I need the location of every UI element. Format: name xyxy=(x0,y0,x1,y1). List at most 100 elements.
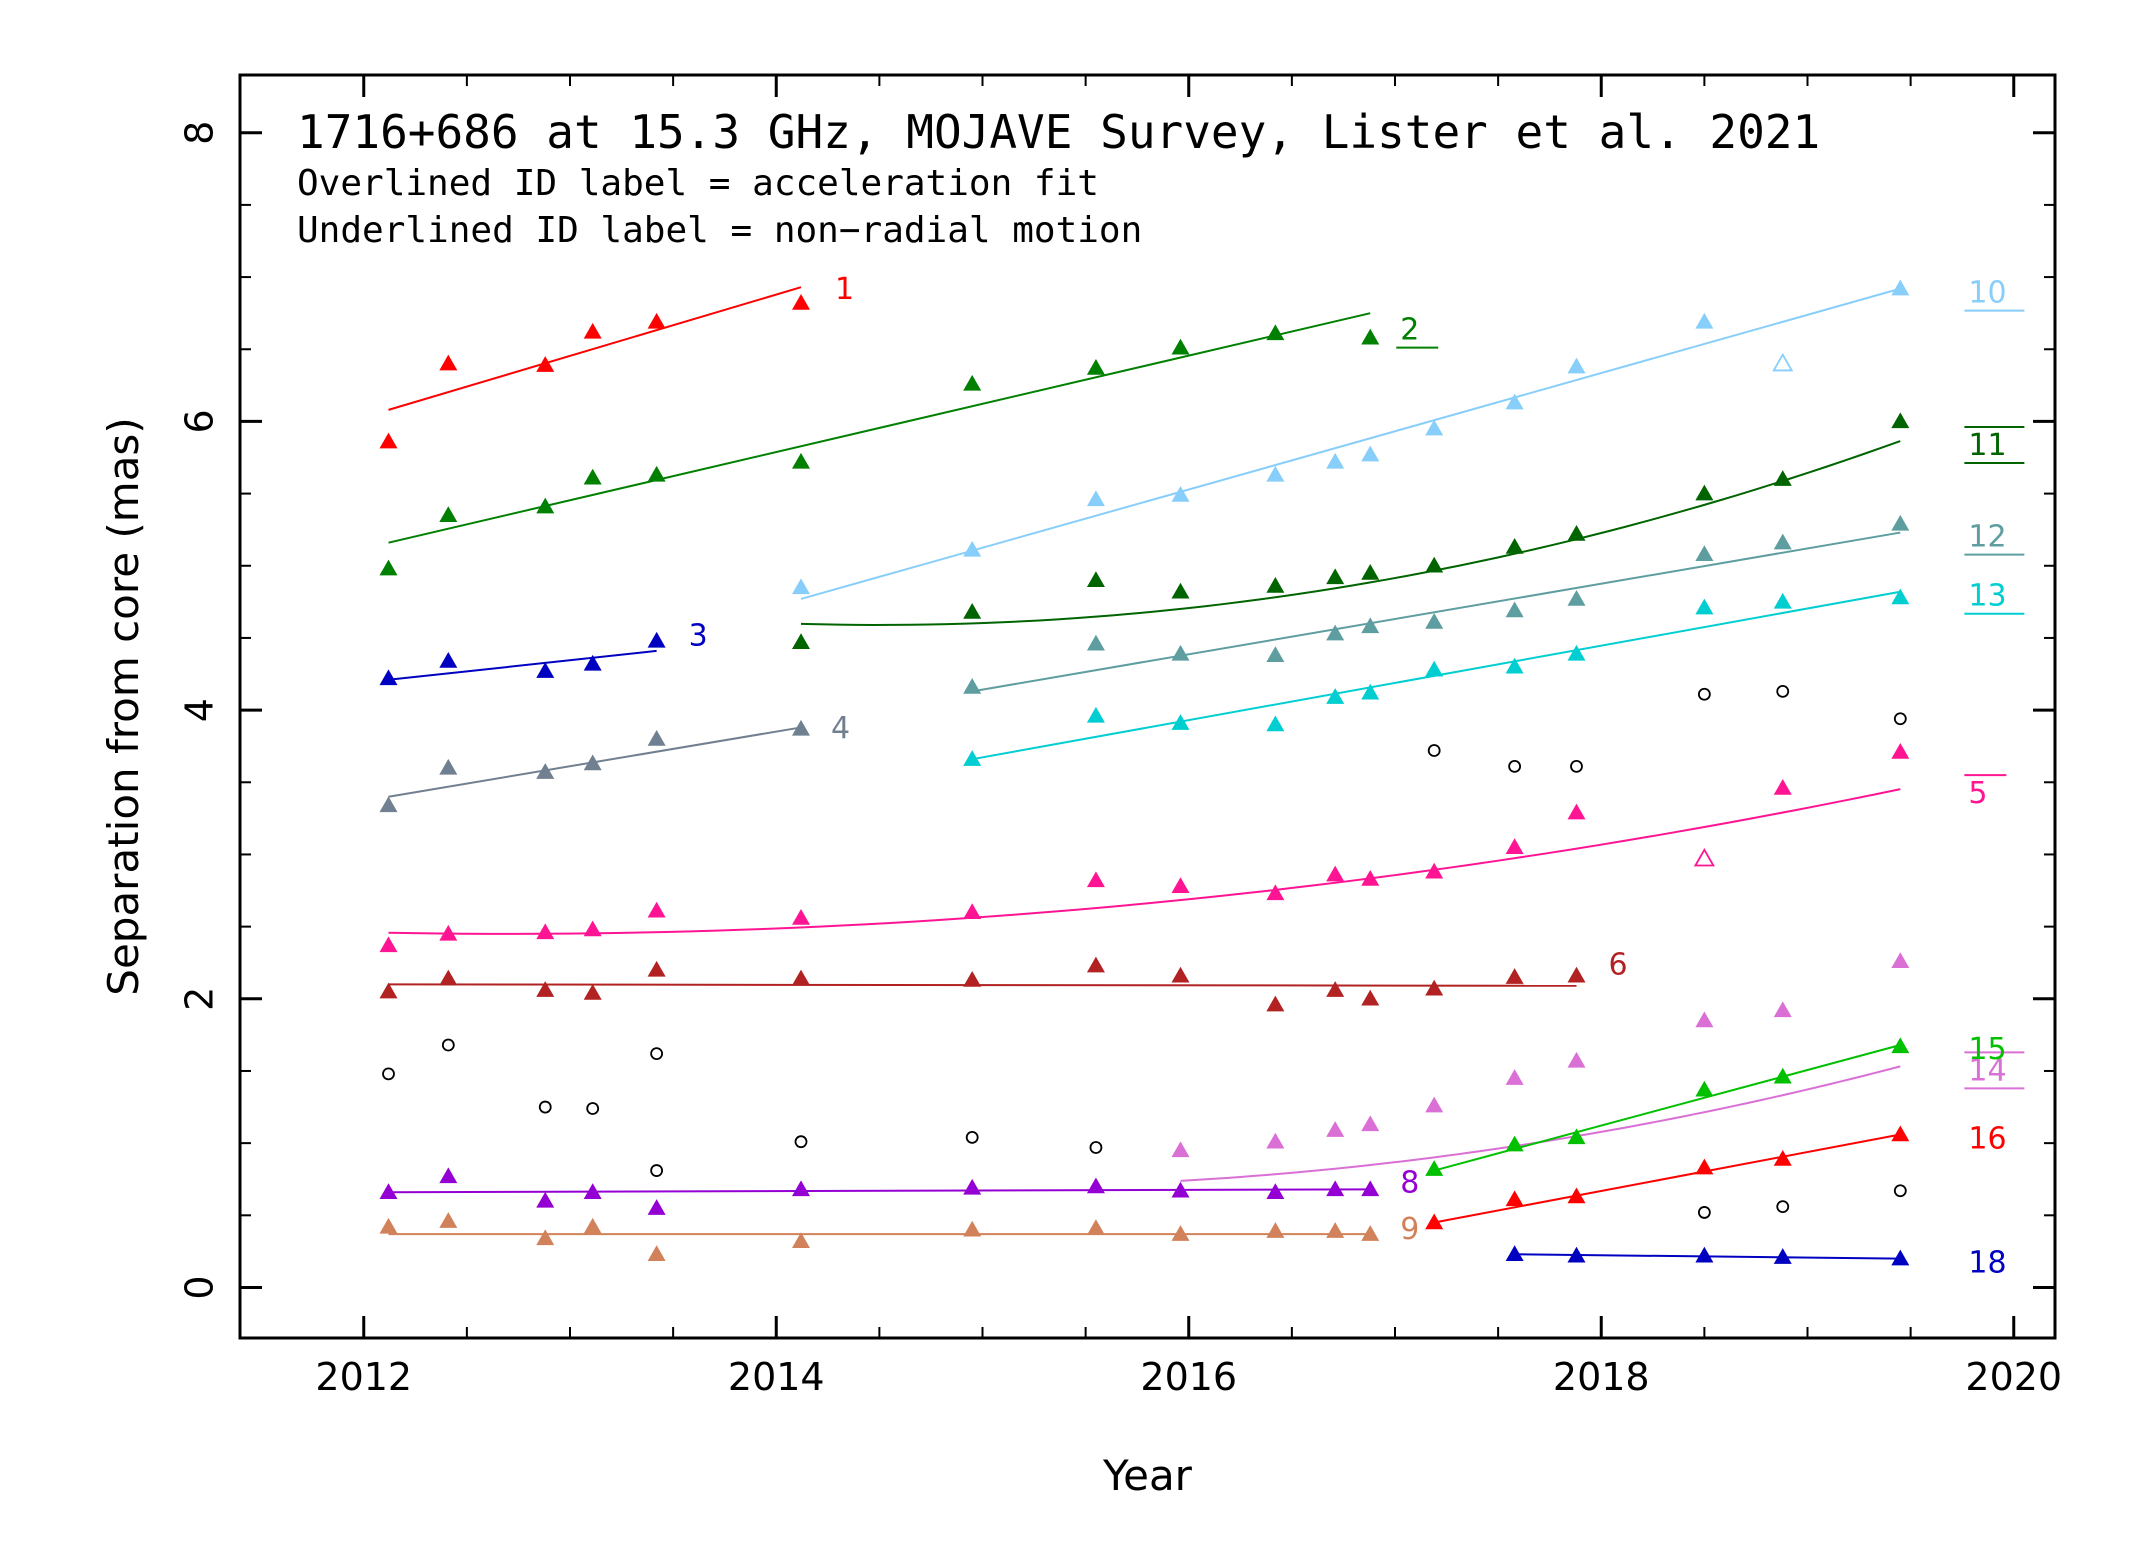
point-11 xyxy=(1773,470,1792,486)
open-point-10 xyxy=(1772,352,1794,372)
point-1 xyxy=(647,312,666,329)
point-6 xyxy=(1505,968,1524,984)
series-label-18: 18 xyxy=(1968,1246,2006,1281)
unassigned-point xyxy=(1697,1206,1711,1219)
point-6 xyxy=(1425,979,1444,996)
point-9 xyxy=(439,1212,458,1228)
point-13 xyxy=(1425,660,1444,677)
x-tick-label: 2018 xyxy=(1553,1355,1650,1399)
point-5 xyxy=(1326,865,1345,882)
x-tick-label: 2020 xyxy=(1965,1355,2062,1399)
point-15 xyxy=(1505,1135,1524,1152)
point-5 xyxy=(1086,871,1105,888)
point-5 xyxy=(1773,779,1792,795)
series-label-1: 1 xyxy=(835,272,854,307)
point-6 xyxy=(1171,966,1190,983)
series-label-12: 12 xyxy=(1968,520,2006,555)
point-13 xyxy=(1171,714,1190,730)
point-15 xyxy=(1567,1128,1586,1145)
point-18 xyxy=(1773,1248,1792,1264)
plot-frame xyxy=(238,73,2057,1340)
x-tick-label: 2012 xyxy=(315,1355,412,1399)
fit-line-10 xyxy=(800,287,1901,600)
x-tick-label: 2016 xyxy=(1140,1355,1237,1399)
point-10 xyxy=(963,540,982,557)
chart-note-nonradial: Underlined ID label = non−radial motion xyxy=(297,210,1142,251)
point-9 xyxy=(583,1217,602,1234)
point-3 xyxy=(536,662,555,678)
point-18 xyxy=(1695,1246,1714,1263)
unassigned-point xyxy=(1893,712,1907,726)
point-13 xyxy=(1567,644,1586,661)
point-16 xyxy=(1773,1150,1792,1166)
point-13 xyxy=(1326,688,1345,704)
fit-line-16 xyxy=(1434,1133,1901,1224)
fit-line-3 xyxy=(388,649,657,681)
fit-lines xyxy=(388,286,1901,1260)
point-12 xyxy=(963,678,982,694)
point-2 xyxy=(439,506,458,522)
series-label-2: 2 xyxy=(1400,313,1419,348)
point-9 xyxy=(1086,1219,1105,1236)
series-label-5: 5 xyxy=(1968,776,1987,811)
unassigned-point xyxy=(965,1130,979,1144)
point-10 xyxy=(1567,357,1586,374)
fit-line-8 xyxy=(388,1188,1371,1194)
unassigned-point xyxy=(382,1067,395,1081)
point-5 xyxy=(1266,884,1285,901)
y-tick-label: 6 xyxy=(178,409,222,433)
point-15 xyxy=(1425,1160,1444,1176)
y-tick-label: 0 xyxy=(178,1275,222,1299)
unassigned-point xyxy=(441,1038,455,1052)
point-13 xyxy=(1086,706,1105,723)
point-8 xyxy=(1326,1180,1345,1197)
point-12 xyxy=(1425,613,1444,629)
unassigned-point xyxy=(586,1102,600,1115)
point-11 xyxy=(1171,582,1190,599)
point-4 xyxy=(536,763,555,779)
point-8 xyxy=(1266,1183,1285,1199)
point-12 xyxy=(1505,601,1524,618)
point-1 xyxy=(583,322,602,339)
fit-line-1 xyxy=(388,286,802,411)
point-18 xyxy=(1891,1249,1910,1266)
fit-line-2 xyxy=(388,312,1371,544)
chart-note-acceleration: Overlined ID label = acceleration fit xyxy=(297,163,1099,204)
point-16 xyxy=(1891,1125,1910,1142)
point-9 xyxy=(536,1229,555,1246)
point-9 xyxy=(1326,1222,1345,1238)
point-14 xyxy=(1695,1011,1714,1028)
point-15 xyxy=(1695,1080,1714,1097)
series-label-9: 9 xyxy=(1400,1212,1419,1247)
point-12 xyxy=(1567,589,1586,606)
point-8 xyxy=(583,1183,602,1199)
point-18 xyxy=(1567,1246,1586,1263)
fit-line-5 xyxy=(388,788,1901,935)
point-5 xyxy=(1567,803,1586,820)
unassigned-point xyxy=(1893,1184,1907,1198)
point-14 xyxy=(1171,1141,1190,1158)
point-12 xyxy=(1171,644,1190,661)
point-14 xyxy=(1505,1069,1524,1085)
point-10 xyxy=(1891,279,1910,296)
point-6 xyxy=(583,984,602,1000)
point-5 xyxy=(792,908,810,925)
open-point-5 xyxy=(1693,847,1715,867)
unassigned-point xyxy=(794,1135,808,1149)
point-16 xyxy=(1505,1190,1524,1207)
unassigned-point xyxy=(1776,684,1790,698)
point-11 xyxy=(1361,563,1380,580)
point-10 xyxy=(1425,419,1444,436)
point-10 xyxy=(1266,465,1285,482)
point-3 xyxy=(379,669,398,686)
point-2 xyxy=(583,468,602,485)
point-2 xyxy=(1361,328,1380,345)
point-16 xyxy=(1567,1187,1586,1204)
series-label-14: 14 xyxy=(1968,1053,2006,1088)
point-3 xyxy=(647,631,666,648)
point-12 xyxy=(1891,514,1910,531)
point-4 xyxy=(379,796,398,813)
unassigned-point xyxy=(650,1164,664,1177)
point-14 xyxy=(1891,952,1910,969)
point-1 xyxy=(792,294,810,310)
